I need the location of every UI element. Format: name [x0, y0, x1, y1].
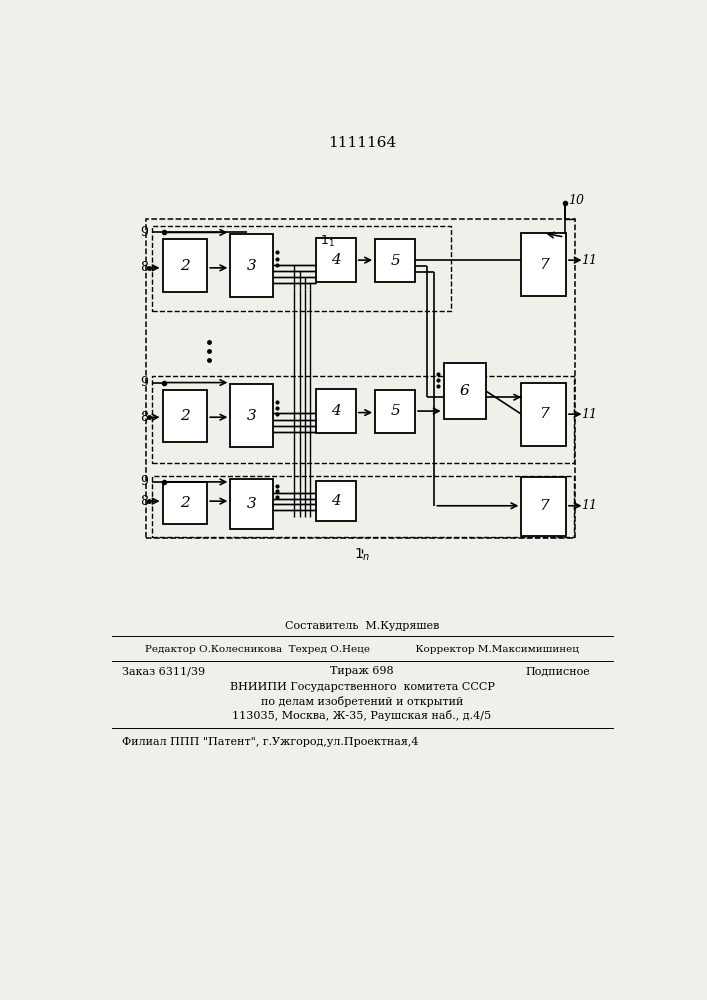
Text: 4: 4	[331, 404, 341, 418]
Text: 9: 9	[140, 475, 148, 488]
Text: 9: 9	[140, 226, 148, 239]
Bar	[163, 389, 207, 442]
Text: 3: 3	[247, 497, 257, 511]
Bar	[316, 389, 356, 433]
Bar	[163, 482, 207, 524]
Bar	[521, 477, 566, 536]
Bar	[375, 390, 415, 433]
Text: 5: 5	[390, 404, 400, 418]
Bar	[316, 238, 356, 282]
Text: 1111164: 1111164	[328, 136, 396, 150]
Text: 10: 10	[568, 194, 584, 207]
Bar	[163, 239, 207, 292]
Text: 11: 11	[581, 254, 597, 267]
Bar	[521, 383, 566, 446]
Text: 2: 2	[180, 496, 189, 510]
Text: Тираж 698: Тираж 698	[330, 666, 394, 676]
Text: по делам изобретений и открытий: по делам изобретений и открытий	[261, 696, 463, 707]
Text: 113035, Москва, Ж-35, Раушская наб., д.4/5: 113035, Москва, Ж-35, Раушская наб., д.4…	[233, 710, 491, 721]
Text: 11: 11	[581, 408, 597, 421]
Text: Подписное: Подписное	[526, 666, 590, 676]
Text: 2: 2	[180, 259, 189, 273]
Text: 7: 7	[539, 407, 549, 421]
Text: 3: 3	[247, 409, 257, 423]
Text: 9: 9	[140, 376, 148, 389]
Text: 4: 4	[331, 253, 341, 267]
Text: 8: 8	[140, 495, 148, 508]
Text: 8: 8	[140, 261, 148, 274]
Text: 6: 6	[460, 384, 469, 398]
Text: 4: 4	[331, 494, 341, 508]
Bar	[230, 234, 273, 297]
Text: 2: 2	[180, 409, 189, 423]
Text: $1_1$: $1_1$	[320, 234, 334, 249]
Text: 7: 7	[539, 499, 549, 513]
Text: $1_n$: $1_n$	[354, 547, 370, 563]
Bar	[152, 476, 575, 537]
Text: 7: 7	[539, 258, 549, 272]
Text: 8: 8	[140, 411, 148, 424]
Bar	[152, 376, 575, 463]
Bar	[316, 481, 356, 521]
Text: Составитель  М.Кудряшев: Составитель М.Кудряшев	[285, 621, 439, 631]
Bar	[230, 479, 273, 529]
Bar	[375, 239, 415, 282]
Text: Филиал ППП "Патент", г.Ужгород,ул.Проектная,4: Филиал ППП "Патент", г.Ужгород,ул.Проект…	[122, 737, 419, 747]
Text: Редактор О.Колесникова  Техред О.Неце              Корректор М.Максимишинец: Редактор О.Колесникова Техред О.Неце Кор…	[145, 645, 579, 654]
Bar	[230, 384, 273, 447]
Text: ВНИИПИ Государственного  комитета СССР: ВНИИПИ Государственного комитета СССР	[230, 682, 494, 692]
Text: 5: 5	[390, 254, 400, 268]
Text: 3: 3	[247, 259, 257, 273]
Bar	[443, 363, 486, 419]
Text: Заказ 6311/39: Заказ 6311/39	[122, 666, 206, 676]
Bar	[146, 219, 575, 538]
Bar	[152, 226, 450, 311]
Bar	[521, 233, 566, 296]
Text: 11: 11	[581, 499, 597, 512]
